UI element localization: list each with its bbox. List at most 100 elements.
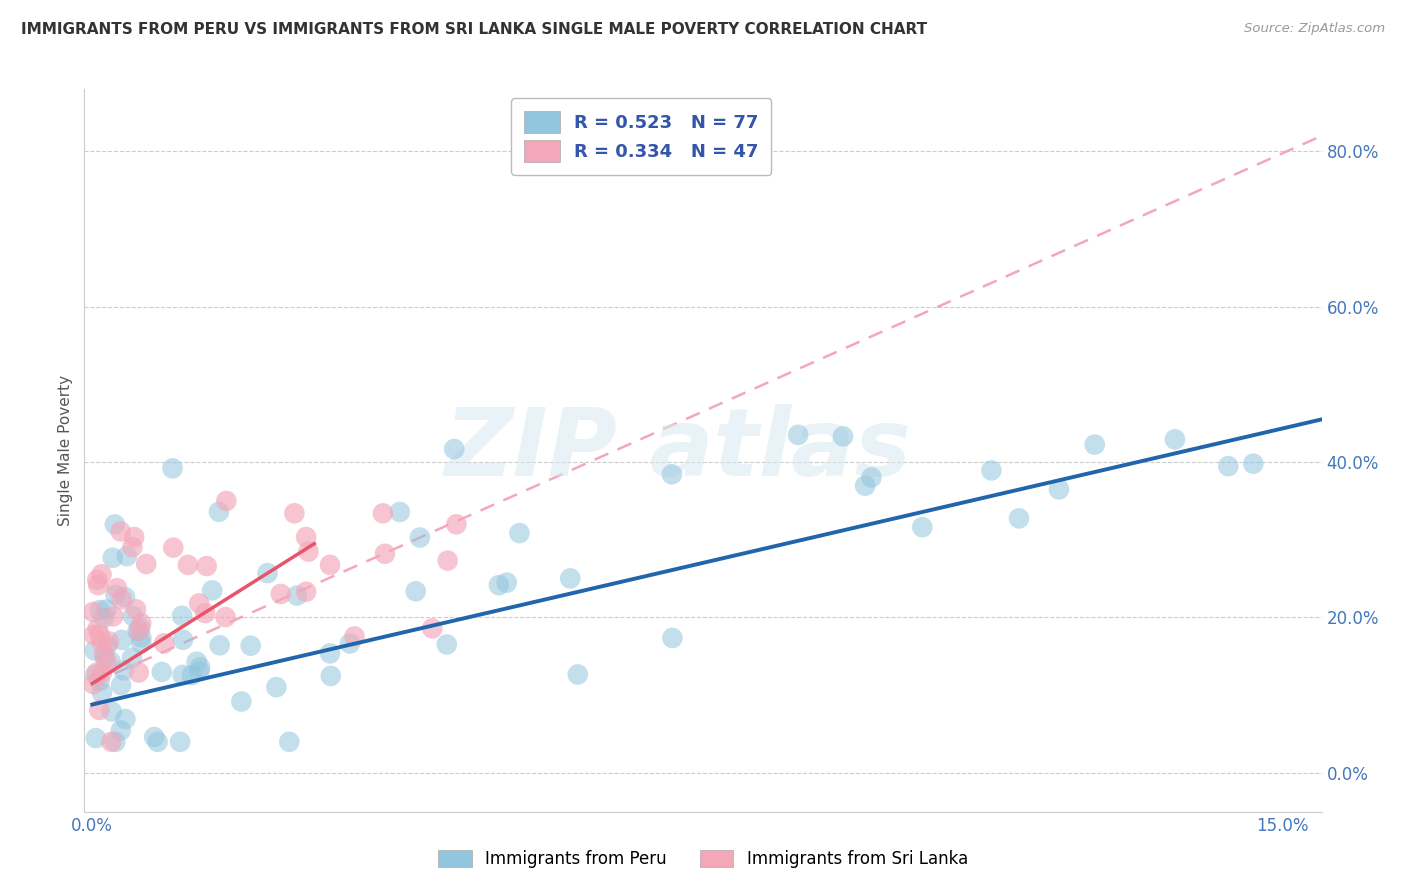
Point bbox=[180, 668, 202, 682]
Point bbox=[436, 637, 458, 651]
Point bbox=[911, 520, 934, 534]
Point bbox=[84, 731, 107, 745]
Point bbox=[343, 630, 366, 644]
Point bbox=[560, 571, 582, 585]
Point bbox=[112, 664, 135, 678]
Point bbox=[125, 602, 148, 616]
Point bbox=[127, 624, 149, 638]
Point bbox=[84, 667, 107, 681]
Point bbox=[91, 636, 114, 650]
Point bbox=[110, 723, 132, 738]
Text: Source: ZipAtlas.com: Source: ZipAtlas.com bbox=[1244, 22, 1385, 36]
Point bbox=[1047, 483, 1070, 497]
Point bbox=[87, 578, 110, 592]
Point bbox=[256, 566, 278, 580]
Point bbox=[162, 461, 184, 475]
Point bbox=[143, 730, 166, 744]
Point bbox=[1164, 433, 1187, 447]
Point bbox=[661, 631, 683, 645]
Point bbox=[96, 602, 118, 616]
Point bbox=[104, 735, 127, 749]
Point bbox=[128, 665, 150, 680]
Point bbox=[405, 584, 427, 599]
Point bbox=[89, 628, 111, 642]
Point bbox=[128, 624, 150, 638]
Point bbox=[150, 665, 173, 679]
Point bbox=[270, 587, 292, 601]
Point bbox=[319, 669, 342, 683]
Point bbox=[170, 608, 193, 623]
Point bbox=[129, 616, 152, 631]
Point bbox=[567, 667, 589, 681]
Point bbox=[101, 550, 124, 565]
Point bbox=[172, 632, 194, 647]
Point bbox=[100, 735, 122, 749]
Legend: R = 0.523   N = 77, R = 0.334   N = 47: R = 0.523 N = 77, R = 0.334 N = 47 bbox=[510, 98, 772, 175]
Point bbox=[110, 524, 132, 539]
Legend: Immigrants from Peru, Immigrants from Sri Lanka: Immigrants from Peru, Immigrants from Sr… bbox=[432, 843, 974, 875]
Point bbox=[169, 735, 191, 749]
Point bbox=[153, 636, 176, 650]
Point bbox=[1218, 459, 1240, 474]
Y-axis label: Single Male Poverty: Single Male Poverty bbox=[58, 375, 73, 526]
Point bbox=[201, 583, 224, 598]
Point bbox=[297, 544, 319, 558]
Point bbox=[86, 665, 108, 680]
Point bbox=[122, 609, 145, 624]
Point bbox=[83, 628, 105, 642]
Point bbox=[374, 547, 396, 561]
Point bbox=[194, 606, 217, 620]
Point bbox=[122, 530, 145, 544]
Point bbox=[98, 634, 121, 648]
Point bbox=[853, 479, 876, 493]
Point bbox=[100, 705, 122, 719]
Point bbox=[110, 678, 132, 692]
Point bbox=[188, 665, 211, 679]
Point bbox=[1008, 511, 1031, 525]
Point bbox=[443, 442, 465, 456]
Point bbox=[105, 581, 128, 595]
Point bbox=[388, 505, 411, 519]
Point bbox=[495, 575, 517, 590]
Point bbox=[129, 621, 152, 635]
Point bbox=[89, 603, 111, 617]
Point bbox=[319, 558, 342, 572]
Point bbox=[135, 557, 157, 571]
Point bbox=[239, 639, 262, 653]
Point bbox=[129, 636, 152, 650]
Text: ZIP atlas: ZIP atlas bbox=[444, 404, 911, 497]
Point bbox=[93, 611, 115, 625]
Point bbox=[114, 590, 136, 604]
Point bbox=[91, 665, 114, 680]
Text: IMMIGRANTS FROM PERU VS IMMIGRANTS FROM SRI LANKA SINGLE MALE POVERTY CORRELATIO: IMMIGRANTS FROM PERU VS IMMIGRANTS FROM … bbox=[21, 22, 927, 37]
Point bbox=[177, 558, 200, 572]
Point bbox=[89, 673, 111, 688]
Point bbox=[436, 553, 458, 567]
Point bbox=[860, 470, 883, 484]
Point bbox=[94, 651, 117, 665]
Point bbox=[339, 636, 361, 650]
Point bbox=[661, 467, 683, 482]
Point bbox=[980, 463, 1002, 477]
Point bbox=[1241, 457, 1264, 471]
Point bbox=[195, 559, 218, 574]
Point bbox=[115, 549, 138, 563]
Point bbox=[162, 541, 184, 555]
Point bbox=[186, 655, 208, 669]
Point bbox=[93, 647, 115, 661]
Point bbox=[319, 646, 342, 660]
Point bbox=[266, 680, 288, 694]
Point bbox=[1084, 437, 1107, 451]
Point bbox=[104, 517, 127, 532]
Point bbox=[96, 638, 118, 652]
Point bbox=[278, 735, 301, 749]
Point bbox=[82, 677, 104, 691]
Point bbox=[104, 588, 127, 602]
Point bbox=[283, 506, 305, 520]
Point bbox=[131, 631, 153, 645]
Point bbox=[188, 596, 211, 610]
Point bbox=[371, 506, 394, 520]
Point bbox=[86, 573, 108, 587]
Point bbox=[188, 660, 211, 674]
Point bbox=[409, 531, 432, 545]
